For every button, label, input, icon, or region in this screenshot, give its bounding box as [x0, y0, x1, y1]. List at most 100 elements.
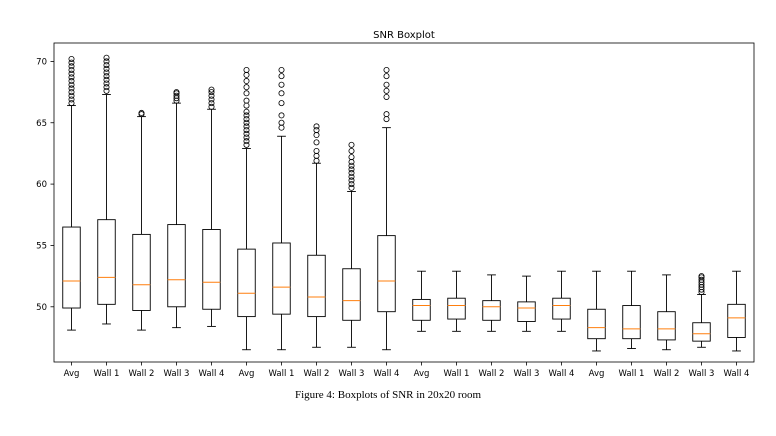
y-tick-label: 60 [36, 180, 47, 190]
outlier-point [278, 73, 285, 80]
outlier-point [138, 109, 145, 116]
iqr-box [657, 311, 676, 341]
outlier-point [383, 81, 390, 88]
outlier-point [278, 112, 285, 119]
x-tick-label: Wall 4 [374, 369, 400, 379]
x-tick-label: Wall 3 [689, 369, 715, 379]
iqr-box [132, 233, 151, 311]
iqr-box [447, 297, 466, 320]
outlier-point [243, 66, 250, 73]
iqr-box [237, 248, 256, 318]
box-14 [517, 275, 536, 332]
outlier-point [698, 273, 705, 280]
box-13 [482, 274, 501, 332]
boxes-group [62, 54, 746, 352]
outlier-point [698, 276, 705, 283]
outlier-point [68, 70, 75, 77]
outlier-point [348, 162, 355, 169]
outlier-point [383, 93, 390, 100]
box-6 [237, 66, 256, 351]
outlier-point [348, 141, 355, 148]
outlier-point [243, 119, 250, 126]
outlier-point [243, 90, 250, 97]
outlier-point [243, 78, 250, 85]
outlier-point [68, 66, 75, 73]
box-12 [447, 270, 466, 332]
outlier-point [313, 123, 320, 130]
box-10 [377, 66, 396, 351]
x-tick-label: Wall 1 [269, 369, 295, 379]
box-8 [307, 123, 326, 348]
outlier-point [348, 177, 355, 184]
outlier-point [68, 55, 75, 62]
outlier-point [348, 154, 355, 161]
outlier-point [103, 76, 110, 83]
x-tick-label: Wall 3 [164, 369, 190, 379]
outlier-point [103, 69, 110, 76]
outlier-point [348, 147, 355, 154]
box-20 [727, 270, 746, 352]
outlier-point [313, 152, 320, 159]
outlier-point [243, 130, 250, 137]
outlier-point [278, 90, 285, 97]
iqr-box [307, 254, 326, 318]
outlier-point [348, 184, 355, 191]
x-tick-label: Wall 4 [724, 369, 750, 379]
y-tick-label: 70 [36, 57, 47, 67]
outlier-point [348, 166, 355, 173]
x-tick-label: Wall 2 [654, 369, 680, 379]
outlier-point [208, 92, 215, 99]
box-2 [97, 54, 116, 325]
outlier-point [208, 89, 215, 96]
outlier-point [243, 102, 250, 109]
figure-caption: Figure 4: Boxplots of SNR in 20x20 room [294, 389, 482, 401]
box-9 [342, 141, 361, 348]
iqr-box [552, 297, 571, 320]
outlier-point [68, 63, 75, 70]
outlier-point [243, 123, 250, 130]
y-axis: 50 55 60 65 70 [36, 57, 54, 313]
outlier-point [103, 73, 110, 80]
outlier-point [383, 66, 390, 73]
outlier-point [68, 74, 75, 81]
y-tick-label: 50 [36, 303, 47, 313]
outlier-point [103, 80, 110, 87]
outlier-point [348, 181, 355, 188]
box-7 [272, 66, 291, 351]
iqr-box [62, 226, 81, 309]
outlier-point [68, 89, 75, 96]
outlier-point [243, 134, 250, 141]
outlier-point [278, 81, 285, 88]
outlier-point [243, 84, 250, 91]
iqr-box [377, 235, 396, 313]
outlier-point [68, 96, 75, 103]
iqr-box [517, 301, 536, 322]
chart-title: SNR Boxplot [373, 30, 435, 41]
outlier-point [383, 73, 390, 80]
x-tick-label: Avg [64, 369, 80, 379]
outlier-point [243, 116, 250, 123]
x-tick-label: Wall 1 [94, 369, 120, 379]
outlier-point [243, 97, 250, 104]
outlier-point [243, 127, 250, 134]
x-tick-label: Wall 2 [479, 369, 505, 379]
x-tick-label: Wall 3 [514, 369, 540, 379]
x-axis: Avg Wall 1 Wall 2 Wall 3 Wall 4 Avg Wall 1 Wall… [64, 362, 750, 379]
outlier-point [208, 103, 215, 110]
x-tick-label: Avg [589, 369, 605, 379]
box-11 [412, 270, 431, 332]
outlier-point [313, 139, 320, 146]
outlier-point [138, 111, 145, 118]
outlier-point [348, 159, 355, 166]
outlier-point [173, 92, 180, 99]
x-tick-label: Wall 2 [304, 369, 330, 379]
outlier-point [103, 87, 110, 94]
iqr-box [272, 242, 291, 315]
iqr-box [727, 303, 746, 338]
outlier-point [173, 89, 180, 96]
outlier-point [383, 116, 390, 123]
outlier-point [68, 92, 75, 99]
box-15 [552, 270, 571, 332]
x-tick-label: Wall 2 [129, 369, 155, 379]
outlier-point [68, 59, 75, 66]
